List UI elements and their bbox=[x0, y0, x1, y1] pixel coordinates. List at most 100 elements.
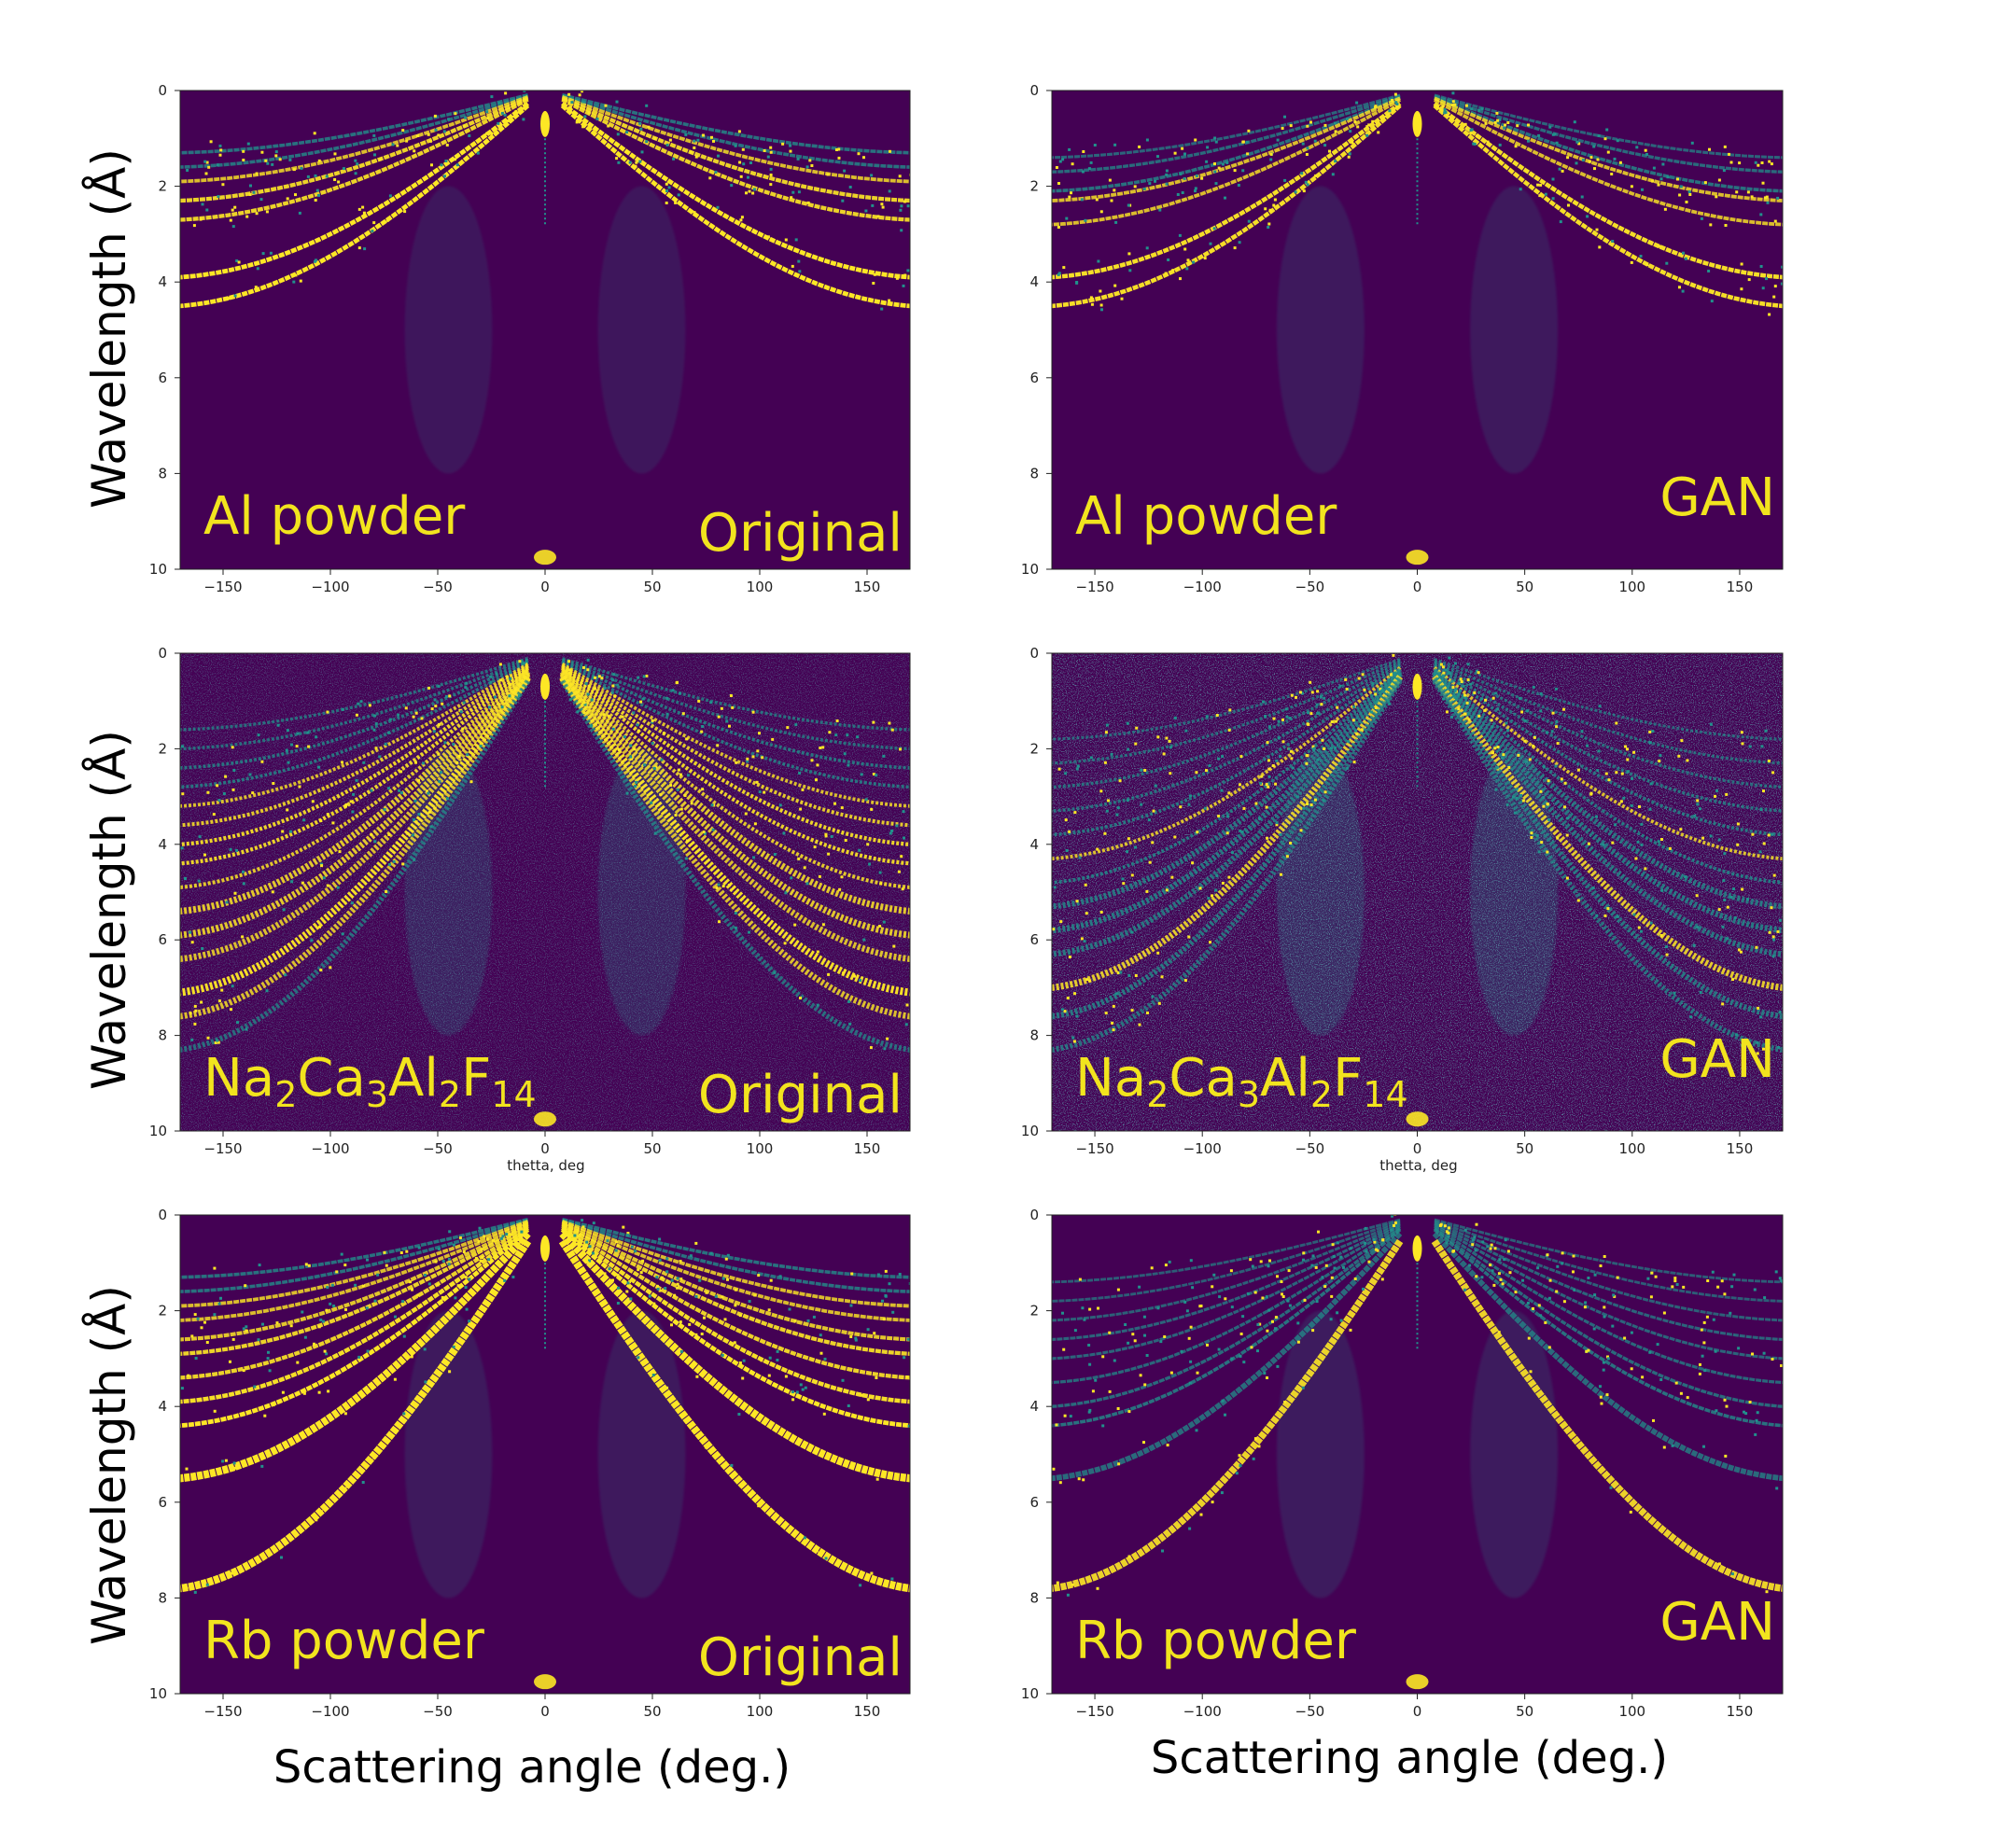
speckle-dot bbox=[658, 1237, 662, 1241]
speckle-dot bbox=[505, 1233, 509, 1236]
speckle-dot bbox=[1170, 875, 1174, 879]
speckle-dot bbox=[1256, 1323, 1260, 1326]
x-tick-label: 100 bbox=[747, 579, 774, 595]
speckle-dot bbox=[1623, 1336, 1627, 1340]
speckle-dot bbox=[799, 997, 802, 999]
speckle-dot bbox=[1391, 99, 1394, 102]
speckle-dot bbox=[337, 180, 341, 184]
speckle-dot bbox=[1266, 1376, 1268, 1379]
speckle-dot bbox=[1288, 717, 1292, 719]
speckle-dot bbox=[602, 713, 606, 717]
speckle-dot bbox=[577, 1235, 581, 1238]
speckle-dot bbox=[427, 1282, 431, 1286]
speckle-dot bbox=[1393, 1221, 1397, 1224]
speckle-dot bbox=[712, 139, 715, 143]
speckle-dot bbox=[1276, 138, 1280, 142]
speckle-dot bbox=[264, 159, 268, 162]
speckle-dot bbox=[1723, 145, 1727, 148]
speckle-dot bbox=[905, 1003, 909, 1007]
speckle-dot bbox=[1372, 1238, 1376, 1241]
speckle-dot bbox=[1572, 1270, 1575, 1274]
speckle-dot bbox=[500, 705, 504, 709]
speckle-dot bbox=[1666, 175, 1670, 179]
speckle-dot bbox=[1765, 1590, 1769, 1594]
speckle-dot bbox=[1539, 1314, 1543, 1318]
speckle-dot bbox=[1530, 836, 1533, 839]
speckle-dot bbox=[889, 149, 891, 153]
speckle-dot bbox=[325, 1352, 329, 1356]
speckle-dot bbox=[903, 1356, 906, 1360]
speckle-dot bbox=[1164, 1264, 1168, 1267]
speckle-dot bbox=[190, 941, 194, 944]
speckle-dot bbox=[1477, 714, 1481, 718]
speckle-dot bbox=[1756, 1411, 1759, 1415]
x-tick-label: 150 bbox=[854, 1140, 881, 1157]
speckle-dot bbox=[710, 135, 713, 139]
speckle-dot bbox=[1057, 272, 1060, 276]
speckle-dot bbox=[1715, 789, 1718, 792]
speckle-dot bbox=[1113, 188, 1116, 192]
speckle-dot bbox=[1267, 767, 1271, 771]
speckle-dot bbox=[730, 184, 734, 188]
speckle-dot bbox=[1453, 103, 1457, 106]
speckle-dot bbox=[1700, 1328, 1703, 1332]
speckle-dot bbox=[693, 146, 696, 149]
speckle-dot bbox=[629, 744, 633, 747]
speckle-dot bbox=[429, 825, 433, 829]
speckle-dot bbox=[582, 665, 585, 669]
speckle-dot bbox=[1220, 789, 1224, 792]
speckle-dot bbox=[212, 813, 216, 817]
speckle-dot bbox=[1486, 140, 1490, 144]
speckle-dot bbox=[720, 706, 723, 710]
speckle-dot bbox=[412, 833, 415, 837]
speckle-dot bbox=[1527, 1336, 1531, 1340]
speckle-dot bbox=[888, 299, 891, 302]
speckle-dot bbox=[1266, 741, 1269, 745]
speckle-dot bbox=[868, 862, 872, 866]
speckle-dot bbox=[1676, 177, 1679, 181]
speckle-dot bbox=[1699, 807, 1701, 811]
speckle-dot bbox=[1334, 130, 1337, 133]
speckle-dot bbox=[503, 1278, 507, 1282]
speckle-dot bbox=[1300, 172, 1304, 175]
speckle-dot bbox=[1641, 188, 1644, 191]
speckle-dot bbox=[284, 973, 287, 977]
speckle-dot bbox=[1652, 1418, 1655, 1422]
speckle-dot bbox=[870, 1571, 874, 1575]
speckle-dot bbox=[726, 1253, 730, 1257]
speckle-dot bbox=[458, 1236, 462, 1239]
speckle-dot bbox=[1127, 837, 1130, 841]
speckle-dot bbox=[242, 159, 245, 161]
speckle-dot bbox=[1548, 125, 1552, 129]
speckle-dot bbox=[629, 1297, 633, 1301]
speckle-dot bbox=[1768, 930, 1771, 934]
speckle-dot bbox=[404, 706, 408, 710]
speckle-dot bbox=[741, 147, 745, 151]
speckle-dot bbox=[1218, 1295, 1222, 1299]
speckle-dot bbox=[1096, 847, 1099, 851]
heatmap-content bbox=[180, 1217, 910, 1690]
speckle-dot bbox=[1075, 767, 1079, 771]
speckle-dot bbox=[265, 210, 269, 214]
speckle-dot bbox=[1708, 147, 1711, 151]
diffraction-arc bbox=[1052, 94, 1401, 174]
y-tick-label: 8 bbox=[158, 1589, 167, 1606]
speckle-dot bbox=[427, 791, 430, 795]
speckle-dot bbox=[263, 1414, 267, 1417]
speckle-dot bbox=[413, 799, 417, 803]
speckle-dot bbox=[1068, 956, 1071, 958]
speckle-dot bbox=[1251, 1264, 1254, 1268]
speckle-dot bbox=[292, 168, 296, 172]
speckle-dot bbox=[651, 1374, 655, 1376]
diffraction-arc bbox=[1433, 664, 1783, 837]
speckle-dot bbox=[456, 1284, 460, 1288]
speckle-dot bbox=[1249, 1258, 1253, 1262]
speckle-dot bbox=[1113, 284, 1117, 287]
speckle-dot bbox=[789, 149, 792, 153]
speckle-dot bbox=[1443, 108, 1447, 111]
speckle-dot bbox=[693, 211, 696, 215]
speckle-dot bbox=[853, 974, 856, 978]
diffraction-arc bbox=[1433, 667, 1783, 885]
speckle-dot bbox=[1577, 142, 1581, 146]
